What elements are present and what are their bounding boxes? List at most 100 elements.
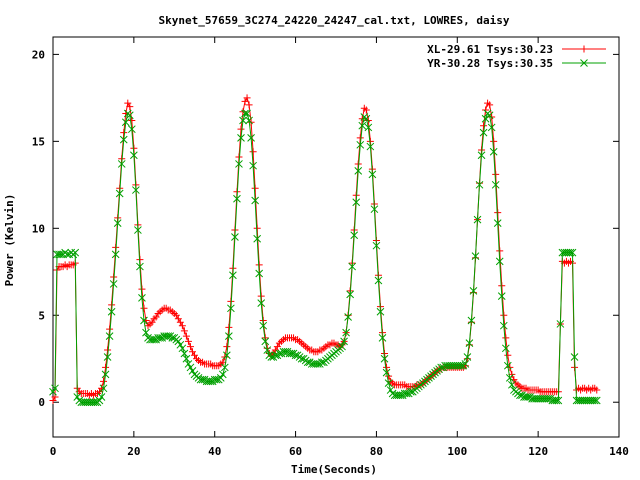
data-point <box>356 140 365 149</box>
data-point <box>178 322 186 330</box>
data-point <box>467 316 476 325</box>
data-point <box>235 160 243 168</box>
data-point <box>493 219 502 227</box>
data-point <box>107 307 116 316</box>
data-point <box>225 332 233 340</box>
data-point <box>477 151 486 160</box>
data-point <box>73 393 82 401</box>
data-point <box>174 337 183 346</box>
data-point <box>382 368 391 377</box>
data-point <box>247 134 255 142</box>
data-point <box>95 396 104 405</box>
data-point <box>287 349 296 358</box>
data-point <box>105 332 114 340</box>
data-point <box>338 342 346 351</box>
data-point <box>386 386 395 394</box>
data-point <box>380 354 389 363</box>
x-tick-label: 40 <box>208 445 221 458</box>
data-point <box>184 337 192 345</box>
data-point <box>480 122 488 130</box>
data-point <box>556 320 565 328</box>
data-point <box>243 94 251 102</box>
data-point <box>342 328 350 337</box>
data-point <box>99 384 108 393</box>
data-point <box>51 384 59 393</box>
data-point <box>130 151 138 160</box>
data-point <box>384 379 393 387</box>
data-point <box>255 269 264 278</box>
legend-label: YR-30.28 Tsys:30.35 <box>427 57 553 70</box>
data-point <box>63 250 72 259</box>
legend-swatch-marker <box>580 59 588 67</box>
data-point <box>503 361 512 370</box>
data-point <box>317 358 326 367</box>
data-point <box>372 241 381 250</box>
data-point <box>271 351 280 360</box>
data-point <box>495 257 504 266</box>
data-point <box>140 316 148 325</box>
data-point <box>291 351 300 360</box>
data-point <box>263 346 272 354</box>
x-tick-label: 80 <box>370 445 383 458</box>
data-point <box>465 339 474 347</box>
data-point <box>136 262 144 271</box>
data-point <box>115 189 124 198</box>
data-point <box>142 328 150 337</box>
data-point <box>303 358 312 367</box>
data-point <box>500 311 508 319</box>
data-point <box>356 134 364 142</box>
data-point <box>350 231 359 240</box>
data-point <box>111 250 120 259</box>
data-point <box>233 194 241 203</box>
data-point <box>362 106 370 114</box>
data-point <box>120 129 128 137</box>
x-tick-label: 60 <box>289 445 302 458</box>
data-point <box>370 205 379 214</box>
y-tick-label: 15 <box>32 135 45 148</box>
data-point <box>374 276 383 285</box>
data-point <box>259 321 268 330</box>
x-tick-label: 100 <box>447 445 467 458</box>
data-point <box>239 116 247 125</box>
axis-ticks: 0 20 40 60 80 100 120 140 0 5 10 15 20 <box>32 37 629 458</box>
data-point <box>176 340 185 349</box>
data-point <box>97 393 106 401</box>
data-point <box>101 370 110 379</box>
data-point <box>257 299 266 307</box>
data-point <box>469 287 478 295</box>
data-point <box>243 109 251 118</box>
x-axis-label: Time(Seconds) <box>291 463 377 476</box>
data-point <box>132 186 140 194</box>
data-point <box>156 334 164 342</box>
data-point <box>358 121 367 130</box>
data-point <box>471 252 480 260</box>
data-point <box>128 116 136 124</box>
data-point <box>489 147 498 156</box>
data-point <box>385 372 393 380</box>
data-point <box>281 347 290 356</box>
data-point <box>249 161 257 170</box>
data-point <box>103 353 112 361</box>
data-point <box>188 367 197 375</box>
data-point <box>267 353 276 361</box>
data-point <box>275 349 284 358</box>
data-point <box>346 290 355 299</box>
series-layer <box>49 94 601 407</box>
data-point <box>218 370 227 379</box>
data-point <box>119 135 128 144</box>
data-point <box>206 377 215 386</box>
y-tick-label: 20 <box>32 48 45 61</box>
data-point <box>437 363 445 372</box>
data-point <box>340 337 348 346</box>
data-point <box>485 111 494 120</box>
data-point <box>57 250 65 259</box>
y-tick-label: 10 <box>32 222 45 235</box>
data-point <box>121 118 130 127</box>
data-point <box>463 353 472 361</box>
data-point <box>219 358 227 366</box>
data-point <box>516 391 524 400</box>
data-point <box>186 343 194 351</box>
data-point <box>249 148 257 156</box>
